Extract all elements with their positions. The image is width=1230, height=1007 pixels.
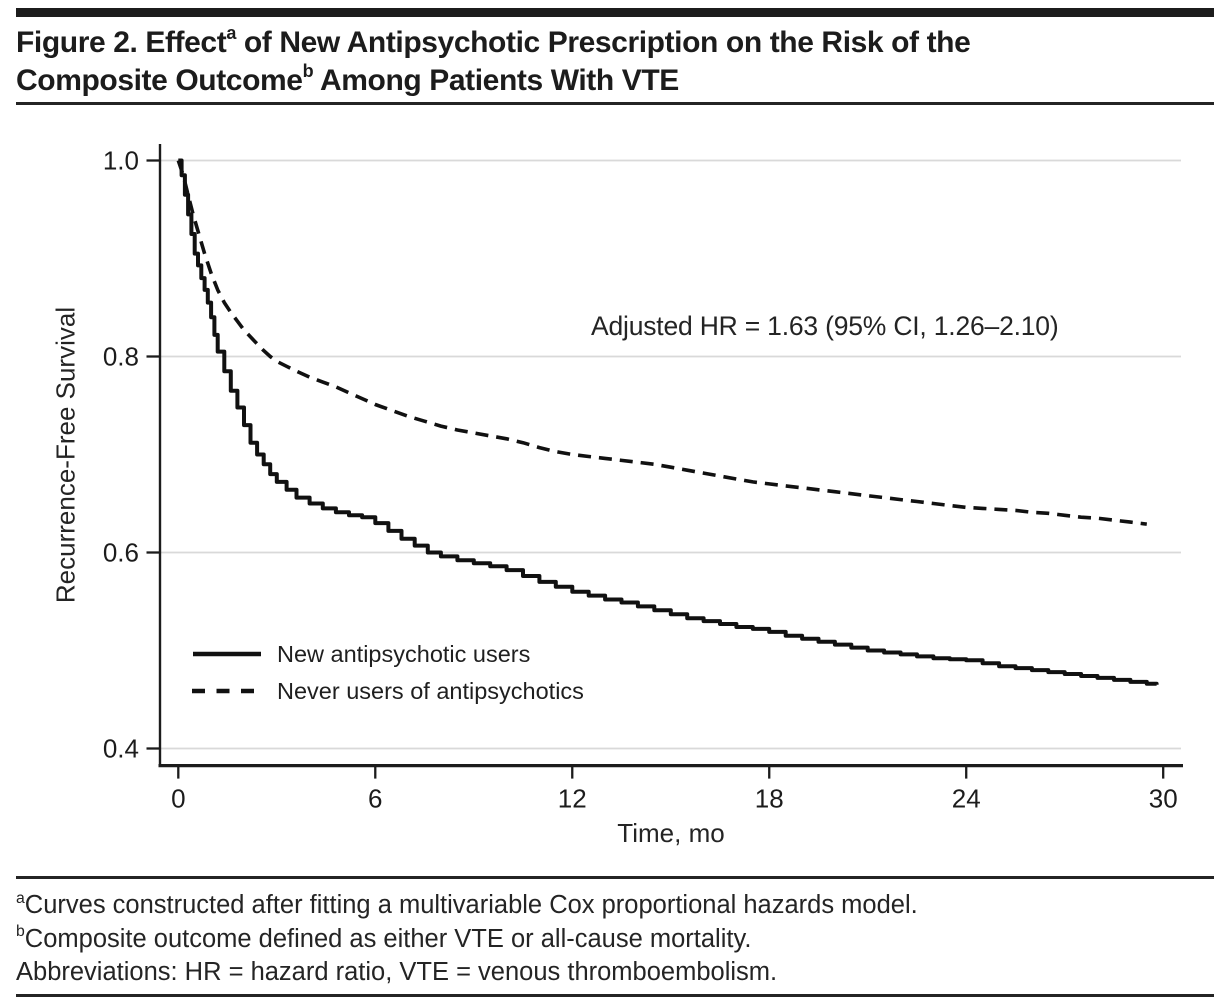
title-superscript-b: b (302, 61, 314, 81)
x-tick-label: 6 (368, 784, 382, 814)
legend-line-solid (193, 651, 261, 657)
bottom-rule (16, 994, 1214, 997)
footnote-b: bComposite outcome defined as either VTE… (16, 923, 918, 957)
legend-label: Never users of antipsychotics (277, 677, 584, 704)
figure-title: Figure 2. Effecta of New Antipsychotic P… (16, 24, 1196, 100)
survival-curve-solid (178, 158, 1159, 686)
title-text: Among Patients With VTE (313, 64, 679, 97)
legend-label: New antipsychotic users (277, 640, 531, 667)
title-text: Figure 2. Effect (16, 26, 227, 59)
x-tick-label: 0 (171, 784, 185, 814)
title-rule (16, 102, 1214, 105)
legend-line-dashed (192, 688, 255, 694)
legend-item-new-users: New antipsychotic users (192, 641, 530, 667)
title-superscript-a: a (226, 23, 236, 43)
footnote-text: Curves constructed after fitting a multi… (24, 891, 918, 919)
x-tick-label: 12 (558, 784, 587, 814)
y-axis-title: Recurrence-Free Survival (50, 306, 81, 604)
figure-title-line2: Composite Outcomeb Among Patients With V… (16, 62, 1196, 100)
survival-curve-dashed (176, 159, 1148, 526)
title-text: of New Antipsychotic Prescription on the… (235, 26, 971, 59)
footnote-abbreviations: Abbreviations: HR = hazard ratio, VTE = … (16, 956, 918, 990)
y-tick-label: 0.4 (103, 734, 139, 764)
figure-title-line1: Figure 2. Effecta of New Antipsychotic P… (16, 24, 1196, 62)
figure-top-bar (16, 8, 1214, 17)
y-tick-label: 1.0 (103, 146, 139, 176)
footnote-text: Abbreviations: HR = hazard ratio, VTE = … (16, 958, 778, 986)
x-axis-title: Time, mo (617, 818, 725, 848)
footnote-superscript: a (16, 889, 25, 907)
title-text: Composite Outcome (16, 64, 303, 97)
footnote-text: Composite outcome defined as either VTE … (24, 924, 752, 953)
footnotes: aCurves constructed after fitting a mult… (16, 889, 918, 990)
x-tick-label: 24 (952, 784, 981, 814)
footnote-a: aCurves constructed after fitting a mult… (16, 889, 918, 923)
x-tick-label: 30 (1149, 784, 1178, 814)
footnote-superscript: b (16, 923, 25, 940)
y-tick-label: 0.6 (103, 538, 139, 568)
x-tick-label: 18 (755, 784, 784, 814)
y-tick-label: 0.8 (103, 342, 139, 372)
footnote-rule-top (16, 876, 1214, 879)
hr-annotation: Adjusted HR = 1.63 (95% CI, 1.26–2.10) (591, 311, 1059, 341)
legend-item-never-users: Never users of antipsychotics (192, 678, 584, 704)
